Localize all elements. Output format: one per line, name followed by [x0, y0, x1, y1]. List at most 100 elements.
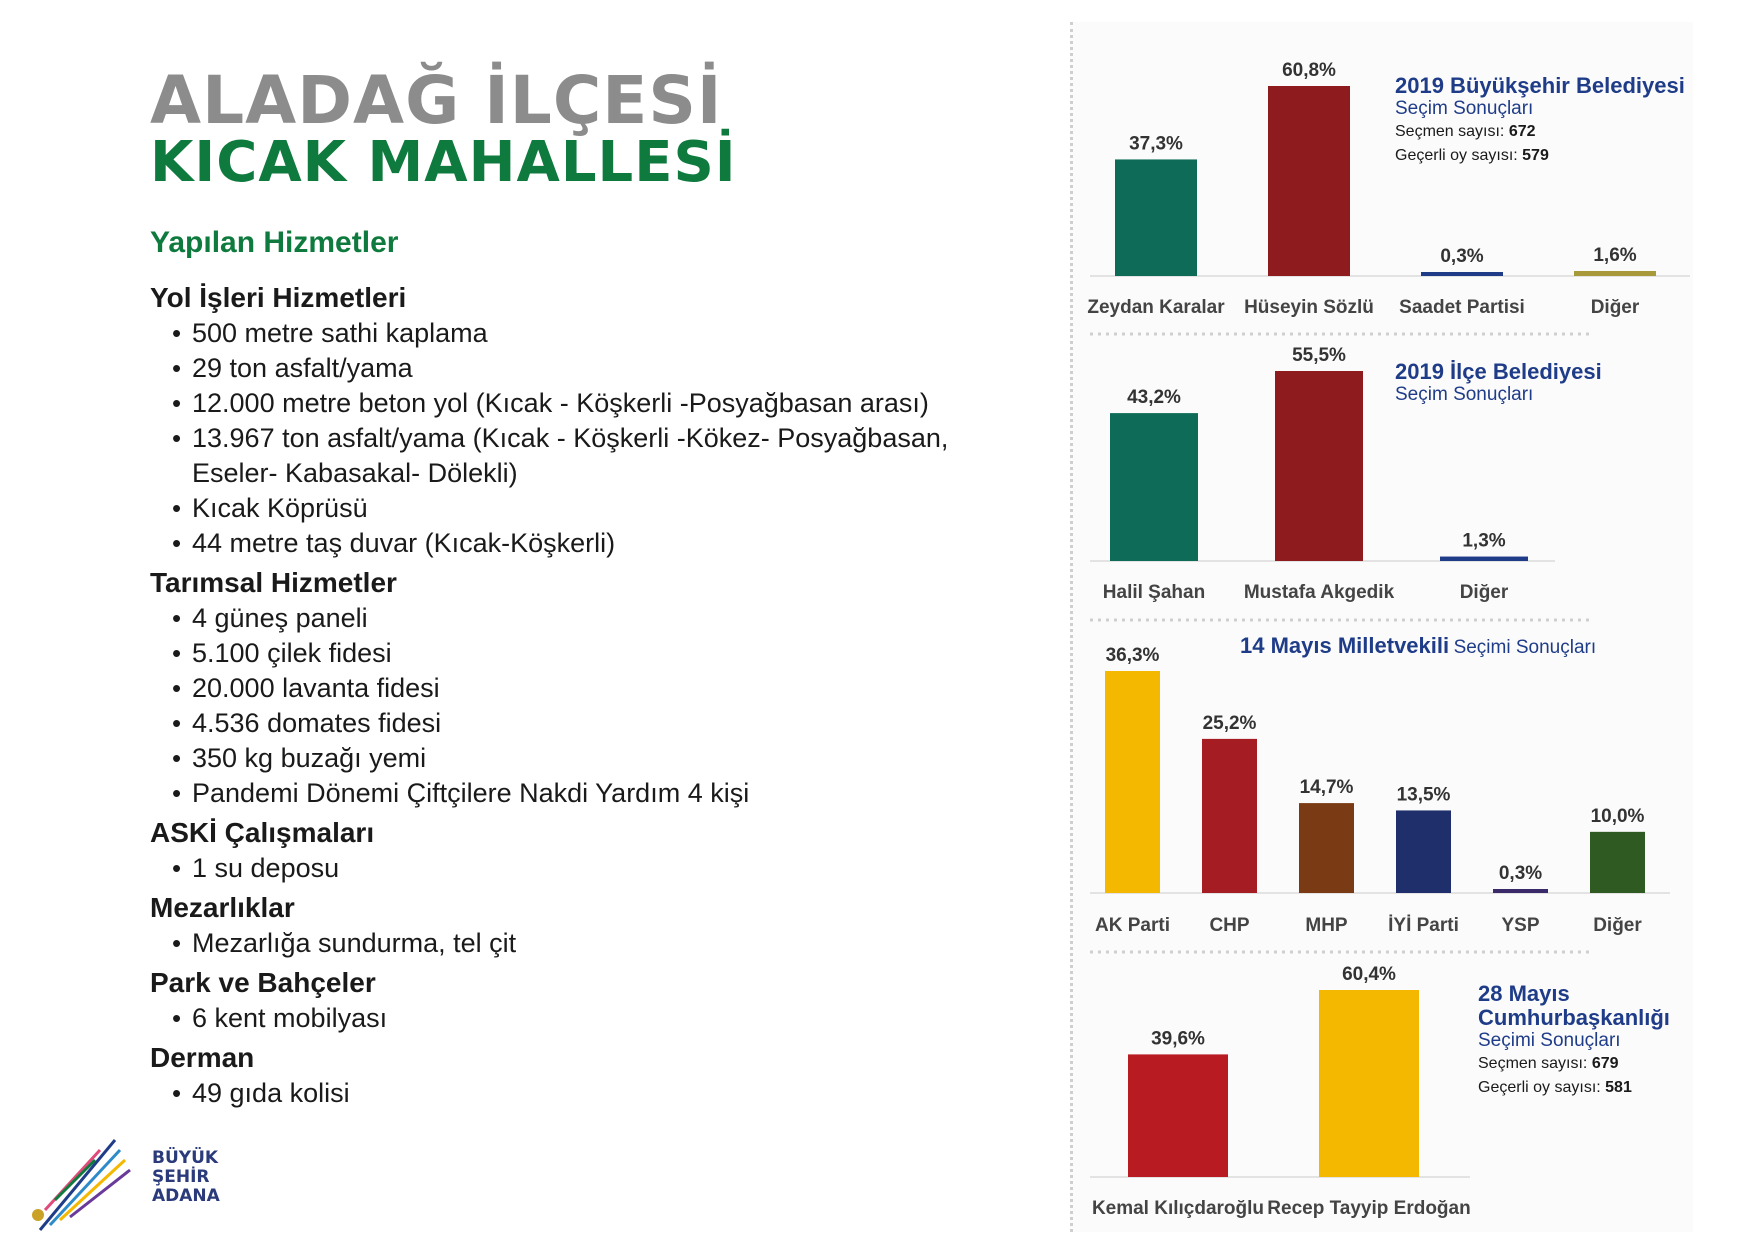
- category-label: Mustafa Akgedik: [1244, 582, 1395, 603]
- service-section: Yol İşleri Hizmetleri500 metre sathi kap…: [150, 280, 970, 561]
- service-section-title: Tarımsal Hizmetler: [150, 567, 397, 598]
- category-label: Zeydan Karalar: [1087, 297, 1225, 318]
- chart2-subtitle: Seçim Sonuçları: [1395, 384, 1534, 405]
- data-label: 0,3%: [1499, 863, 1542, 884]
- service-section: Park ve Bahçeler6 kent mobilyası: [150, 965, 970, 1036]
- service-item: 4.536 domates fidesi: [172, 706, 970, 741]
- service-item: 4 güneş paneli: [172, 601, 970, 636]
- service-item: 350 kg buzağı yemi: [172, 741, 970, 776]
- services-heading: Yapılan Hizmetler: [150, 226, 399, 259]
- category-label: Saadet Partisi: [1399, 297, 1525, 318]
- page-title-district: ALADAĞ İLÇESİ: [150, 62, 723, 139]
- data-label: 60,8%: [1282, 60, 1336, 81]
- service-item: Pandemi Dönemi Çiftçilere Nakdi Yardım 4…: [172, 776, 970, 811]
- service-item: 29 ton asfalt/yama: [172, 351, 970, 386]
- category-label: Kemal Kılıçdaroğlu: [1092, 1198, 1264, 1219]
- service-item: 20.000 lavanta fidesi: [172, 671, 970, 706]
- service-item: 13.967 ton asfalt/yama (Kıcak - Köşkerli…: [172, 421, 970, 491]
- chart4-voters-label: Seçmen sayısı:: [1478, 1055, 1588, 1072]
- bar: [1128, 1054, 1228, 1177]
- logo-text-1: BÜYÜK: [152, 1148, 219, 1168]
- bar: [1319, 990, 1419, 1177]
- data-label: 14,7%: [1300, 777, 1354, 798]
- chart1-subtitle: Seçim Sonuçları: [1395, 98, 1534, 119]
- service-section-title: ASKİ Çalışmaları: [150, 817, 375, 848]
- chart4-info: 28 Mayıs Cumhurbaşkanlığı Seçimi Sonuçla…: [1478, 982, 1670, 1100]
- data-label: 60,4%: [1342, 964, 1396, 985]
- chart1-info: 2019 Büyükşehir Belediyesi Seçim Sonuçla…: [1395, 74, 1685, 168]
- bar: [1421, 272, 1503, 276]
- service-section: MezarlıklarMezarlığa sundurma, tel çit: [150, 890, 970, 961]
- service-section-title: Park ve Bahçeler: [150, 967, 376, 998]
- service-item: 5.100 çilek fidesi: [172, 636, 970, 671]
- service-section-title: Derman: [150, 1042, 255, 1073]
- data-label: 1,3%: [1462, 531, 1505, 552]
- chart4-valid-label: Geçerli oy sayısı:: [1478, 1079, 1601, 1096]
- page-title-neighborhood: KICAK MAHALLESİ: [150, 130, 737, 195]
- category-label: CHP: [1209, 915, 1249, 936]
- data-label: 43,2%: [1127, 387, 1181, 408]
- chart4-subtitle: Seçimi Sonuçları: [1478, 1030, 1621, 1051]
- category-label: MHP: [1305, 915, 1348, 936]
- category-label: Recep Tayyip Erdoğan: [1267, 1198, 1470, 1219]
- bar: [1275, 371, 1363, 561]
- data-label: 0,3%: [1440, 246, 1483, 267]
- logo-text-2: ŞEHİR: [152, 1167, 210, 1187]
- service-item: 1 su deposu: [172, 851, 970, 886]
- data-label: 36,3%: [1106, 645, 1160, 666]
- service-section: ASKİ Çalışmaları1 su deposu: [150, 815, 970, 886]
- service-items: 6 kent mobilyası: [150, 1001, 970, 1036]
- chart1-valid: 579: [1522, 147, 1549, 164]
- chart4-title-2: Cumhurbaşkanlığı: [1478, 1005, 1670, 1030]
- bar: [1396, 810, 1451, 893]
- service-item: 6 kent mobilyası: [172, 1001, 970, 1036]
- category-label: Diğer: [1591, 297, 1640, 318]
- chart1-voters: 672: [1508, 123, 1536, 140]
- bar: [1110, 413, 1198, 561]
- chart4-voters: 679: [1591, 1055, 1619, 1072]
- service-item: 500 metre sathi kaplama: [172, 316, 970, 351]
- category-label: Diğer: [1593, 915, 1642, 936]
- chart4-title-1: 28 Mayıs: [1478, 981, 1570, 1006]
- service-item: 12.000 metre beton yol (Kıcak - Köşkerli…: [172, 386, 970, 421]
- data-label: 37,3%: [1129, 133, 1183, 154]
- services-list: Yol İşleri Hizmetleri500 metre sathi kap…: [150, 276, 970, 1115]
- service-item: Kıcak Köprüsü: [172, 491, 970, 526]
- category-label: İYİ Parti: [1388, 915, 1459, 936]
- bar: [1440, 556, 1528, 561]
- chart1-valid-label: Geçerli oy sayısı:: [1395, 147, 1518, 164]
- buyuksehir-adana-logo: BÜYÜK ŞEHİR ADANA: [30, 1135, 220, 1235]
- category-label: Hüseyin Sözlü: [1244, 297, 1374, 318]
- service-section-title: Yol İşleri Hizmetleri: [150, 282, 407, 313]
- category-label: YSP: [1501, 915, 1539, 936]
- bar: [1105, 671, 1160, 893]
- service-item: Mezarlığa sundurma, tel çit: [172, 926, 970, 961]
- election-charts: 37,3% Zeydan Karalar 60,8% Hüseyin Sözlü 0,3…: [1087, 60, 1690, 1219]
- chart2-title: 2019 İlçe Belediyesi: [1395, 359, 1602, 384]
- chart1-voters-label: Seçmen sayısı:: [1395, 123, 1505, 140]
- municipality-seal-icon: [32, 1209, 44, 1221]
- service-items: 500 metre sathi kaplama29 ton asfalt/yam…: [150, 316, 970, 561]
- service-items: 1 su deposu: [150, 851, 970, 886]
- service-item: 44 metre taş duvar (Kıcak-Köşkerli): [172, 526, 970, 561]
- chart3-title-bold: 14 Mayıs Milletvekili: [1240, 633, 1450, 658]
- data-label: 39,6%: [1151, 1028, 1205, 1049]
- data-label: 1,6%: [1593, 245, 1636, 266]
- service-items: Mezarlığa sundurma, tel çit: [150, 926, 970, 961]
- service-item: 49 gıda kolisi: [172, 1076, 970, 1111]
- bar: [1202, 738, 1257, 893]
- chart3-info: 14 Mayıs Milletvekili Seçimi Sonuçları: [1240, 634, 1596, 659]
- bar: [1115, 159, 1197, 276]
- bar: [1268, 86, 1350, 276]
- data-label: 10,0%: [1591, 806, 1645, 827]
- chart4-valid: 581: [1605, 1079, 1632, 1096]
- data-label: 13,5%: [1397, 784, 1451, 805]
- category-label: Diğer: [1460, 582, 1509, 603]
- category-label: Halil Şahan: [1103, 582, 1205, 603]
- data-label: 55,5%: [1292, 345, 1346, 366]
- service-items: 49 gıda kolisi: [150, 1076, 970, 1111]
- logo-text-3: ADANA: [152, 1186, 220, 1206]
- bar: [1299, 803, 1354, 893]
- bar: [1574, 271, 1656, 276]
- service-section: Tarımsal Hizmetler4 güneş paneli5.100 çi…: [150, 565, 970, 811]
